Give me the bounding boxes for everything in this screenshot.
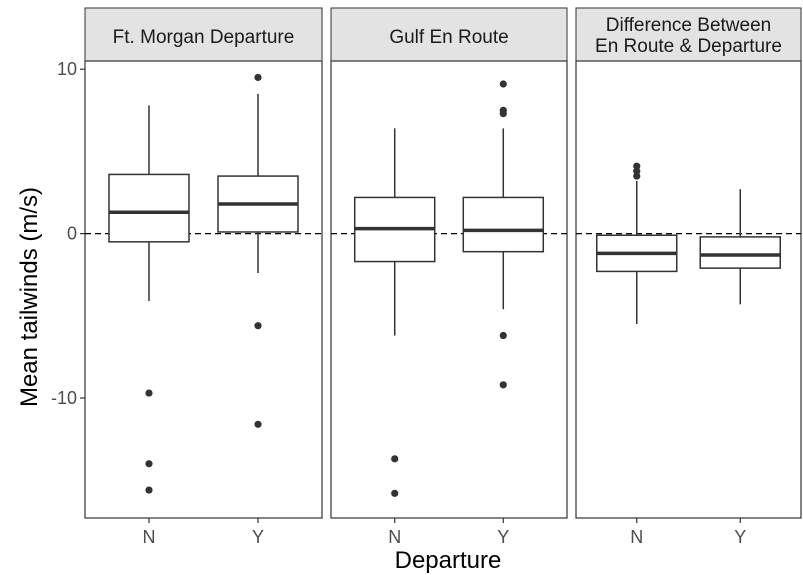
x-tick-label: N: [630, 527, 643, 547]
x-axis-title: Departure: [395, 547, 502, 574]
outlier-point: [145, 460, 153, 468]
outlier-point: [254, 322, 262, 330]
y-axis-title: Mean tailwinds (m/s): [16, 187, 43, 407]
y-tick-label: 0: [67, 224, 77, 244]
boxplot-y: [217, 73, 299, 428]
outlier-point: [254, 420, 262, 428]
outlier-point: [633, 172, 641, 180]
x-tick-label: Y: [497, 527, 509, 547]
panel-frame: [84, 60, 323, 519]
facet-panel: Ft. Morgan Departure N Y: [84, 7, 323, 547]
outlier-point: [145, 486, 153, 494]
x-tick-label: Y: [734, 527, 746, 547]
boxplot-n: [596, 162, 678, 325]
outlier-point: [391, 489, 399, 497]
facet-title: Difference Between En Route & Departure: [595, 15, 782, 57]
outlier-point: [391, 455, 399, 463]
facet-strip: [330, 7, 568, 62]
outlier-point: [499, 110, 507, 118]
facet-strip: [575, 7, 802, 62]
outlier-point: [633, 167, 641, 175]
x-tick-label: N: [388, 527, 401, 547]
panel-frame: [330, 60, 568, 519]
facet-strip: [84, 7, 323, 62]
facet-panel: Gulf En Route N Y: [330, 7, 568, 547]
y-axis: -10 0 10: [51, 59, 85, 408]
iqr-box: [699, 236, 781, 269]
outlier-point: [633, 162, 641, 170]
y-tick-label: 10: [57, 59, 77, 79]
outlier-point: [499, 80, 507, 88]
panel-frame: [575, 60, 802, 519]
facet-title: Gulf En Route: [389, 27, 508, 48]
facet-title-line: En Route & Departure: [595, 36, 782, 57]
x-tick-label: Y: [252, 527, 264, 547]
boxplot-n: [353, 128, 436, 497]
boxplot-y: [462, 80, 545, 389]
outlier-point: [499, 381, 507, 389]
facet-panel: Difference Between En Route & Departure N Y: [575, 7, 802, 547]
facet-title-line: Difference Between: [606, 15, 771, 36]
outlier-point: [499, 331, 507, 340]
boxplot-y: [699, 189, 781, 305]
boxplot-n: [108, 105, 190, 494]
y-tick-label: -10: [51, 388, 77, 408]
x-tick-label: N: [142, 527, 155, 547]
iqr-box: [108, 173, 190, 243]
outlier-point: [254, 73, 262, 82]
outlier-point: [145, 389, 153, 397]
facet-title: Ft. Morgan Departure: [113, 27, 295, 48]
iqr-box: [462, 196, 545, 253]
